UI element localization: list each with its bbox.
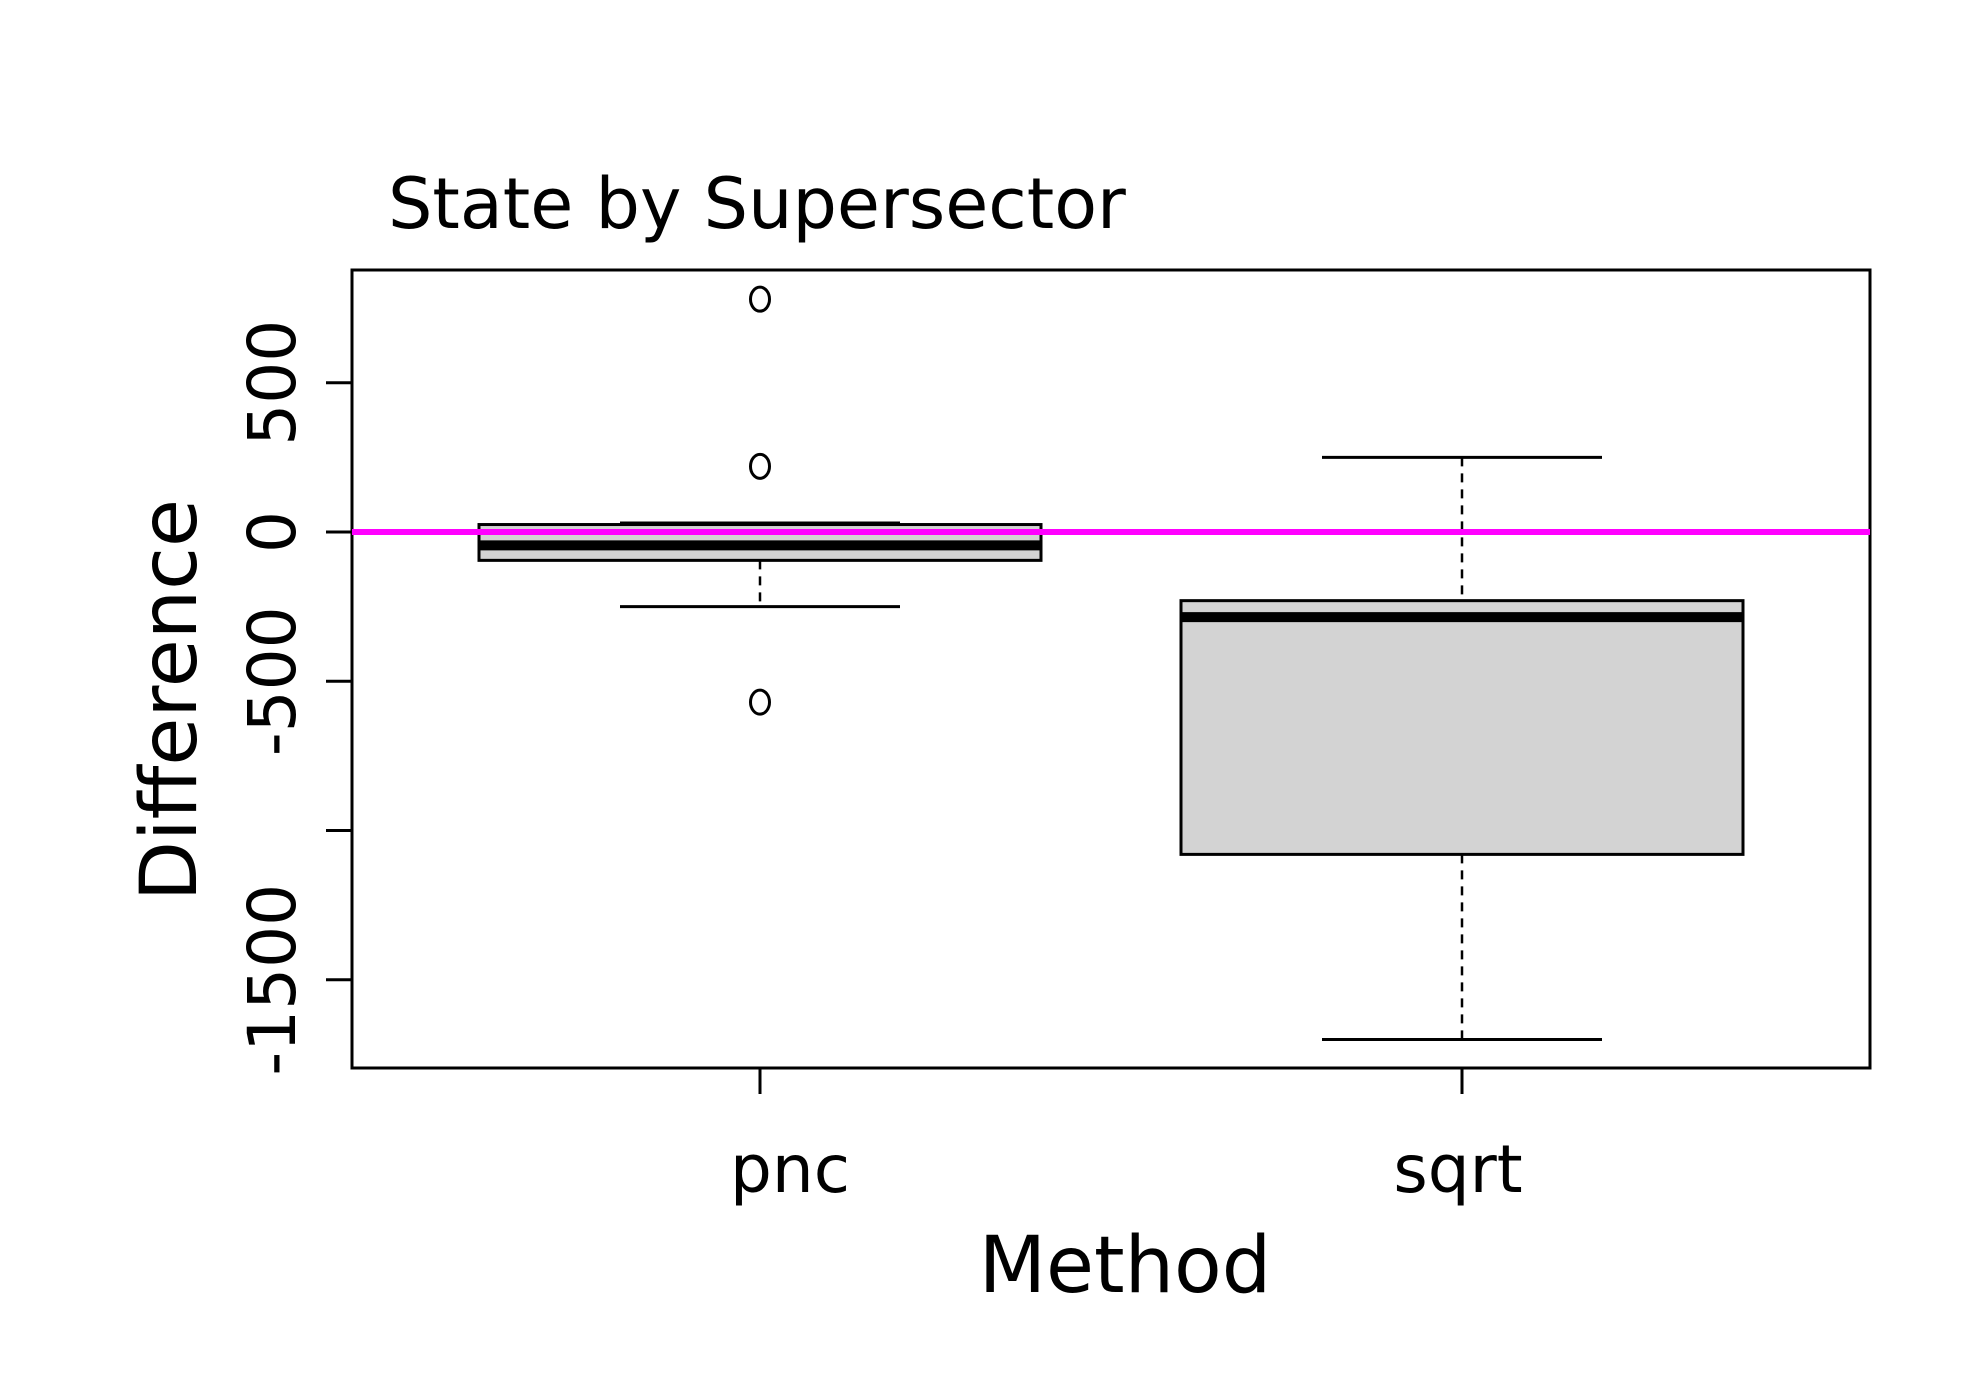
y-tick-label: 500 (234, 320, 311, 446)
boxes-layer (477, 285, 1745, 1041)
outlier-point (749, 452, 771, 480)
box-pnc (477, 285, 1043, 716)
outlier-point (749, 688, 771, 716)
box-body (1179, 599, 1745, 856)
chart-title: State by Supersector (388, 163, 1126, 245)
y-tick-label: -500 (234, 606, 311, 756)
x-tick-label: pnc (730, 1131, 850, 1208)
y-tick-label: 0 (234, 511, 311, 553)
plot-frame (350, 268, 1872, 1070)
outlier-point (749, 285, 771, 313)
y-tick-label: -1500 (234, 884, 311, 1076)
y-axis-title: Difference (125, 499, 215, 901)
y-axis: 500 0 -500 -1500 (234, 320, 352, 1076)
x-axis: pnc sqrt (730, 1068, 1523, 1208)
x-tick-label: sqrt (1393, 1131, 1522, 1208)
x-axis-title: Method (979, 1221, 1272, 1311)
box-sqrt (1179, 455, 1745, 1041)
